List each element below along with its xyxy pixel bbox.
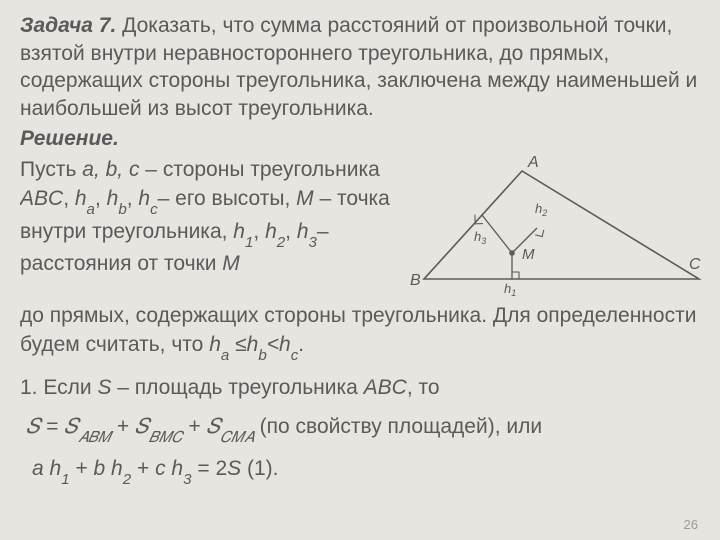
term-c: c h3 <box>155 457 191 480</box>
problem-statement: Задача 7. Доказать, что сумма расстояний… <box>20 12 704 123</box>
equation-1: a h1 + b h2 + c h3 = 2S (1). <box>20 454 704 486</box>
t: , <box>63 187 75 210</box>
var-h2: h2 <box>265 220 285 243</box>
t: . <box>298 333 304 356</box>
page-number: 26 <box>684 517 698 532</box>
t: , <box>253 220 265 243</box>
term-a: a h1 <box>32 457 70 480</box>
var-s: S <box>227 457 241 480</box>
t: , <box>127 187 139 210</box>
var-ha: ha <box>75 187 95 210</box>
var-m: M <box>296 187 314 210</box>
var-abc: a, b, c <box>82 158 139 181</box>
label-c: C <box>689 256 701 273</box>
var-abc-upper: ABC <box>20 187 63 210</box>
t: – стороны треугольника <box>139 158 379 181</box>
t: 1. Если <box>20 376 97 399</box>
triangle <box>424 171 699 279</box>
t: – его высоты, <box>158 187 297 210</box>
var-hc: hc <box>138 187 157 210</box>
var-h3: h3 <box>297 220 317 243</box>
triangle-figure: A B C M h1 h2 h3 <box>404 151 704 301</box>
label-m: M <box>522 246 535 263</box>
setup-continued: до прямых, содержащих стороны треугольни… <box>20 301 704 363</box>
t: + <box>131 457 155 480</box>
t: = 2 <box>192 457 228 480</box>
le: ≤ <box>229 333 246 356</box>
label-a: A <box>527 154 539 171</box>
point-m <box>509 250 515 256</box>
equation-areas: 𝑆 = 𝑆𝐴𝐵𝑀 + 𝑆𝐵𝑀𝐶 + 𝑆𝐶𝑀𝐴 (по свойству площ… <box>20 412 704 444</box>
step-1: 1. Если S – площадь треугольника ABC, то <box>20 373 704 402</box>
problem-text: Доказать, что сумма расстояний от произв… <box>20 14 697 120</box>
t: , то <box>407 376 440 399</box>
t: – площадь треугольника <box>111 376 363 399</box>
var-hb: hb <box>107 187 127 210</box>
t: , <box>285 220 297 243</box>
term-b: b h2 <box>94 457 132 480</box>
solution-heading: Решение. <box>20 127 704 151</box>
var-h1: h1 <box>233 220 253 243</box>
ineq-hc: hc <box>279 333 298 356</box>
t: + <box>70 457 94 480</box>
lt: < <box>267 333 279 356</box>
ineq-hb: hb <box>247 333 267 356</box>
problem-title: Задача 7. <box>20 14 116 37</box>
t: до прямых, содержащих стороны треугольни… <box>20 304 696 356</box>
s-eq: 𝑆 = 𝑆𝐴𝐵𝑀 + 𝑆𝐵𝑀𝐶 + 𝑆𝐶𝑀𝐴 <box>26 415 254 438</box>
triangle-svg: A B C M h1 h2 h3 <box>404 151 704 301</box>
t: (по свойству площадей), или <box>254 415 542 438</box>
eq-tag: (1). <box>241 457 278 480</box>
label-b: B <box>410 272 421 289</box>
right-angle-h1 <box>512 272 519 279</box>
t: Пусть <box>20 158 82 181</box>
label-h3: h3 <box>474 229 486 246</box>
label-h2: h2 <box>535 201 547 218</box>
ineq-ha: ha <box>209 333 229 356</box>
var-s: S <box>97 376 111 399</box>
label-h1: h1 <box>504 281 516 298</box>
var-m2: M <box>222 252 240 275</box>
t: , <box>95 187 107 210</box>
perp-h3 <box>482 215 512 253</box>
right-angle-h2 <box>535 230 546 239</box>
var-abc-upper: ABC <box>364 376 407 399</box>
